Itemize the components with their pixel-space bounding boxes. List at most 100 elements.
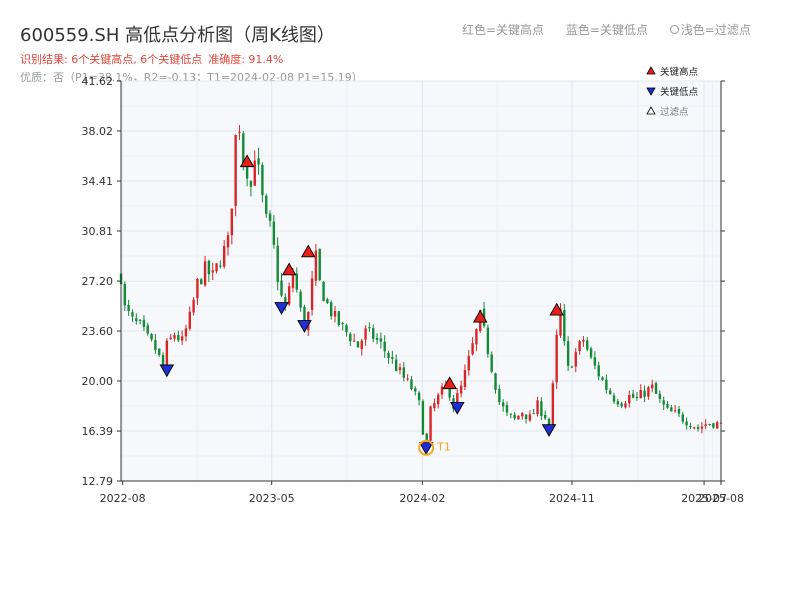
x-tick-label: 2024-02 <box>399 492 445 505</box>
candle-down <box>616 401 620 405</box>
candle-down <box>589 348 593 358</box>
candle-down <box>341 323 344 325</box>
candle-down <box>249 181 253 187</box>
candle-up <box>528 414 532 421</box>
candle-up <box>517 415 520 420</box>
key-high-marker <box>472 309 488 323</box>
legend-key-low-label: 关键低点 <box>660 86 699 98</box>
candle-down <box>490 354 493 372</box>
candle-down <box>131 312 134 317</box>
candle-down <box>658 393 662 400</box>
key-high-marker <box>549 302 564 316</box>
blue-legend-text: 蓝色=关键低点 <box>565 23 648 37</box>
candle-up <box>456 393 459 410</box>
candle-up <box>184 328 188 337</box>
candle-up <box>215 263 218 272</box>
candle-down <box>177 335 180 341</box>
candle-up <box>574 352 577 367</box>
candle-down <box>685 421 688 426</box>
candle-up <box>211 270 214 273</box>
candle-up <box>578 341 581 351</box>
x-tick-label: 2023-05 <box>249 492 295 505</box>
candle-up <box>364 328 367 340</box>
candle-up <box>704 424 707 426</box>
candle-down <box>410 379 413 390</box>
candle-down <box>318 248 321 281</box>
candle-down <box>696 426 700 429</box>
x-tick-label: 2022-08 <box>100 492 146 505</box>
recognition-result: 识别结果: 6个关键高点, 6个关键低点 准确度: 91.4% <box>20 51 283 67</box>
candle-down <box>161 354 165 367</box>
candle-up <box>651 384 654 389</box>
key-point-markers: T1 <box>159 154 564 456</box>
candle-down <box>200 279 203 285</box>
candle-up <box>352 340 356 342</box>
candle-down <box>547 418 551 426</box>
candle-down <box>421 401 425 435</box>
candle-up <box>360 340 363 350</box>
candle-up <box>238 131 241 133</box>
legend-key-high-label: 关键高点 <box>660 66 699 78</box>
candle-up <box>429 406 432 441</box>
key-low-marker <box>418 442 434 455</box>
key-low-marker <box>159 364 175 378</box>
key-low-marker <box>541 424 557 437</box>
candle-up <box>459 385 463 394</box>
filtered-legend: 浅色=过滤点 <box>669 23 751 37</box>
candle-down <box>349 333 352 342</box>
candle-down <box>532 413 535 415</box>
t1-label: T1 <box>436 441 451 454</box>
candle-down <box>276 245 279 283</box>
candle-up <box>624 403 627 408</box>
candle-down <box>509 413 513 415</box>
candle-down <box>150 334 153 340</box>
candle-down <box>158 348 161 355</box>
candle-up <box>433 403 436 408</box>
candle-down <box>123 283 127 306</box>
candle-down <box>368 327 371 329</box>
key-high-marker <box>239 154 255 168</box>
candle-up <box>291 273 295 288</box>
candle-up <box>310 278 314 311</box>
y-tick-label: 16.39 <box>82 425 114 438</box>
x-tick-label: 2025-07 <box>681 492 727 505</box>
result-summary: 识别结果: 6个关键高点, 6个关键低点 <box>20 53 203 66</box>
x-tick-label: 2024-11 <box>549 492 595 505</box>
x-tick-label: 2025-08 <box>698 492 744 505</box>
candle-down <box>207 260 211 275</box>
candle-down <box>608 390 612 395</box>
candle-up <box>226 235 230 248</box>
candle-down <box>505 405 509 413</box>
candle-down <box>219 265 222 267</box>
candle-up <box>230 208 234 236</box>
candle-down <box>666 404 669 408</box>
chart-title: 600559.SH 高低点分析图（周K线图） <box>20 25 335 46</box>
candle-down <box>677 409 681 414</box>
y-tick-label: 20.00 <box>82 375 114 388</box>
candle-down <box>498 388 501 403</box>
candle-down <box>345 325 348 333</box>
candle-down <box>494 373 497 390</box>
candle-up <box>628 394 631 404</box>
key-high-marker <box>281 262 297 276</box>
candles <box>119 125 723 443</box>
candle-up <box>398 367 402 370</box>
candle-up <box>234 134 237 206</box>
y-tick-label: 30.81 <box>82 225 114 238</box>
candle-up <box>715 422 719 429</box>
t1-ring <box>418 439 435 456</box>
candle-up <box>253 160 256 186</box>
candle-up <box>463 370 467 387</box>
candle-up <box>333 310 337 317</box>
candle-down <box>142 319 146 327</box>
red-legend-text: 红色=关键高点 <box>462 23 545 37</box>
grid-lines <box>121 80 722 482</box>
candle-down <box>387 352 390 358</box>
candle-down <box>635 396 639 398</box>
candle-up <box>180 336 184 341</box>
candle-down <box>257 158 260 165</box>
candle-down <box>245 162 249 179</box>
circle-icon <box>669 25 679 34</box>
candle-down <box>299 291 302 308</box>
